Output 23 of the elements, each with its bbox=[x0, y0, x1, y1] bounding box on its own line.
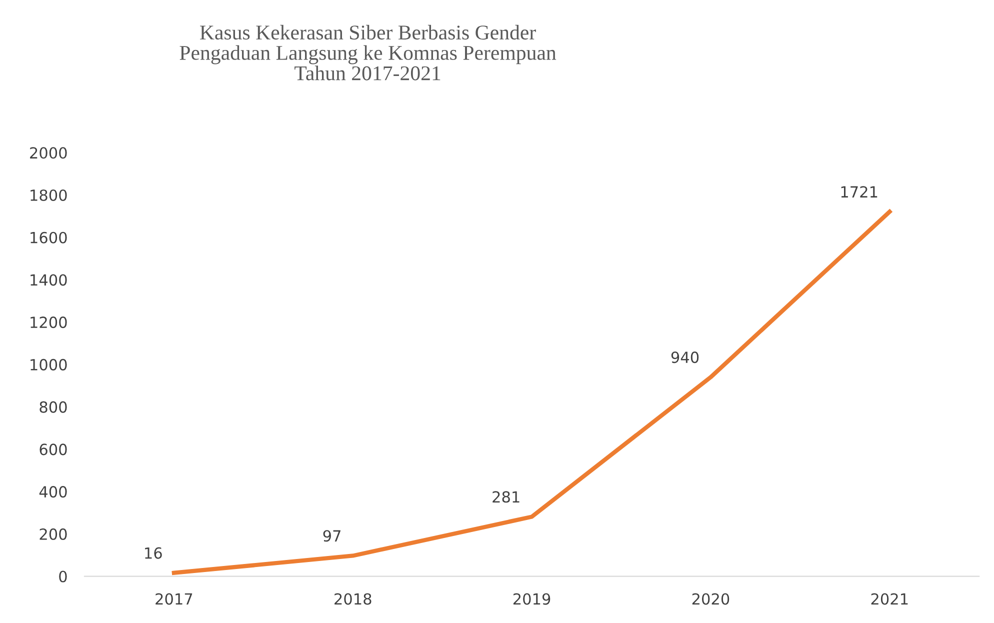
y-tick-label: 0 bbox=[59, 570, 67, 582]
chart-title: Kasus Kekerasan Siber Berbasis Gender Pengaduan Langsung ke Komnas Perempuan Tahun 2017-2021 bbox=[180, 24, 556, 80]
y-tick-label: 200 bbox=[40, 528, 67, 540]
y-tick-label: 400 bbox=[39, 486, 67, 498]
x-tick-label: 2021 bbox=[871, 593, 908, 605]
x-tick-label: 2018 bbox=[334, 593, 372, 605]
x-tick-label: 2020 bbox=[692, 593, 730, 605]
x-tick-label: 2019 bbox=[513, 593, 550, 605]
line-series bbox=[172, 210, 892, 575]
y-tick-label: 800 bbox=[40, 401, 67, 413]
y-tick-label: 1800 bbox=[30, 189, 67, 202]
y-tick-label: 600 bbox=[40, 444, 67, 456]
y-tick-label: 1600 bbox=[30, 232, 67, 244]
y-tick-label: 1200 bbox=[30, 316, 67, 328]
y-tick-label: 1400 bbox=[30, 274, 67, 286]
data-label: 1721 bbox=[841, 186, 878, 198]
data-label: 16 bbox=[145, 547, 162, 559]
data-label: 97 bbox=[323, 530, 340, 542]
y-tick-label: 1000 bbox=[30, 358, 67, 370]
y-tick-label: 2000 bbox=[30, 147, 67, 159]
x-tick-label: 2017 bbox=[156, 593, 192, 605]
data-label: 940 bbox=[671, 352, 699, 364]
data-label: 281 bbox=[492, 491, 520, 503]
